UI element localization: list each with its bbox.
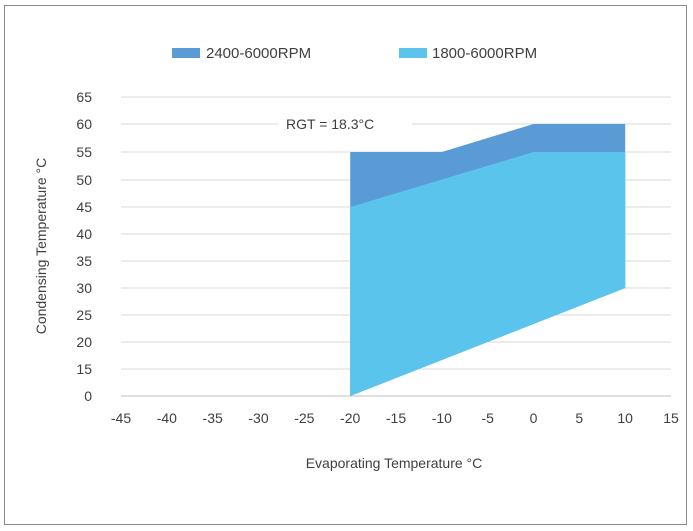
x-tick-label: -25 — [294, 410, 314, 426]
y-tick-label: 25 — [76, 307, 92, 323]
y-tick-label: 40 — [76, 226, 92, 242]
x-tick-label: 10 — [617, 410, 633, 426]
y-tick-label: 20 — [76, 334, 92, 350]
y-tick-label: 65 — [76, 89, 92, 105]
legend: 2400-6000RPM 1800-6000RPM — [172, 45, 537, 62]
x-tick-label: -45 — [111, 410, 131, 426]
legend-label: 1800-6000RPM — [432, 45, 537, 62]
x-tick-label: -35 — [203, 410, 223, 426]
y-tick-label: 15 — [76, 361, 92, 377]
x-tick-label: 5 — [575, 410, 583, 426]
x-tick-label: -30 — [248, 410, 268, 426]
x-tick-label: -15 — [386, 410, 406, 426]
y-tick-label: 50 — [76, 172, 92, 188]
area-series-2 — [350, 152, 626, 396]
x-tick-label: 15 — [663, 410, 679, 426]
legend-swatch — [399, 48, 427, 58]
annotation-label: RGT = 18.3°C — [286, 116, 374, 132]
y-tick-label: 35 — [76, 253, 92, 269]
x-axis-ticks: -45 -40 -35 -30 -25 -20 -15 -10 -5 0 5 10 15 — [111, 410, 679, 426]
y-tick-label: 60 — [76, 116, 92, 132]
x-tick-label: 0 — [530, 410, 538, 426]
y-tick-label: 30 — [76, 280, 92, 296]
y-axis-ticks: 0 15 20 25 30 35 40 45 50 55 60 65 — [76, 89, 92, 404]
x-tick-label: -5 — [481, 410, 494, 426]
legend-swatch — [172, 48, 200, 58]
plot-areas — [350, 124, 626, 396]
y-tick-label: 0 — [84, 388, 92, 404]
x-tick-label: -40 — [157, 410, 177, 426]
y-tick-label: 55 — [76, 144, 92, 160]
annotation-background — [278, 112, 412, 134]
x-tick-label: -20 — [340, 410, 360, 426]
x-tick-label: -10 — [432, 410, 452, 426]
legend-label: 2400-6000RPM — [206, 45, 311, 62]
y-axis-label: Condensing Temperature °C — [33, 158, 49, 335]
x-axis-label: Evaporating Temperature °C — [306, 455, 483, 471]
annotation-group: RGT = 18.3°C — [278, 112, 412, 134]
y-tick-label: 45 — [76, 199, 92, 215]
